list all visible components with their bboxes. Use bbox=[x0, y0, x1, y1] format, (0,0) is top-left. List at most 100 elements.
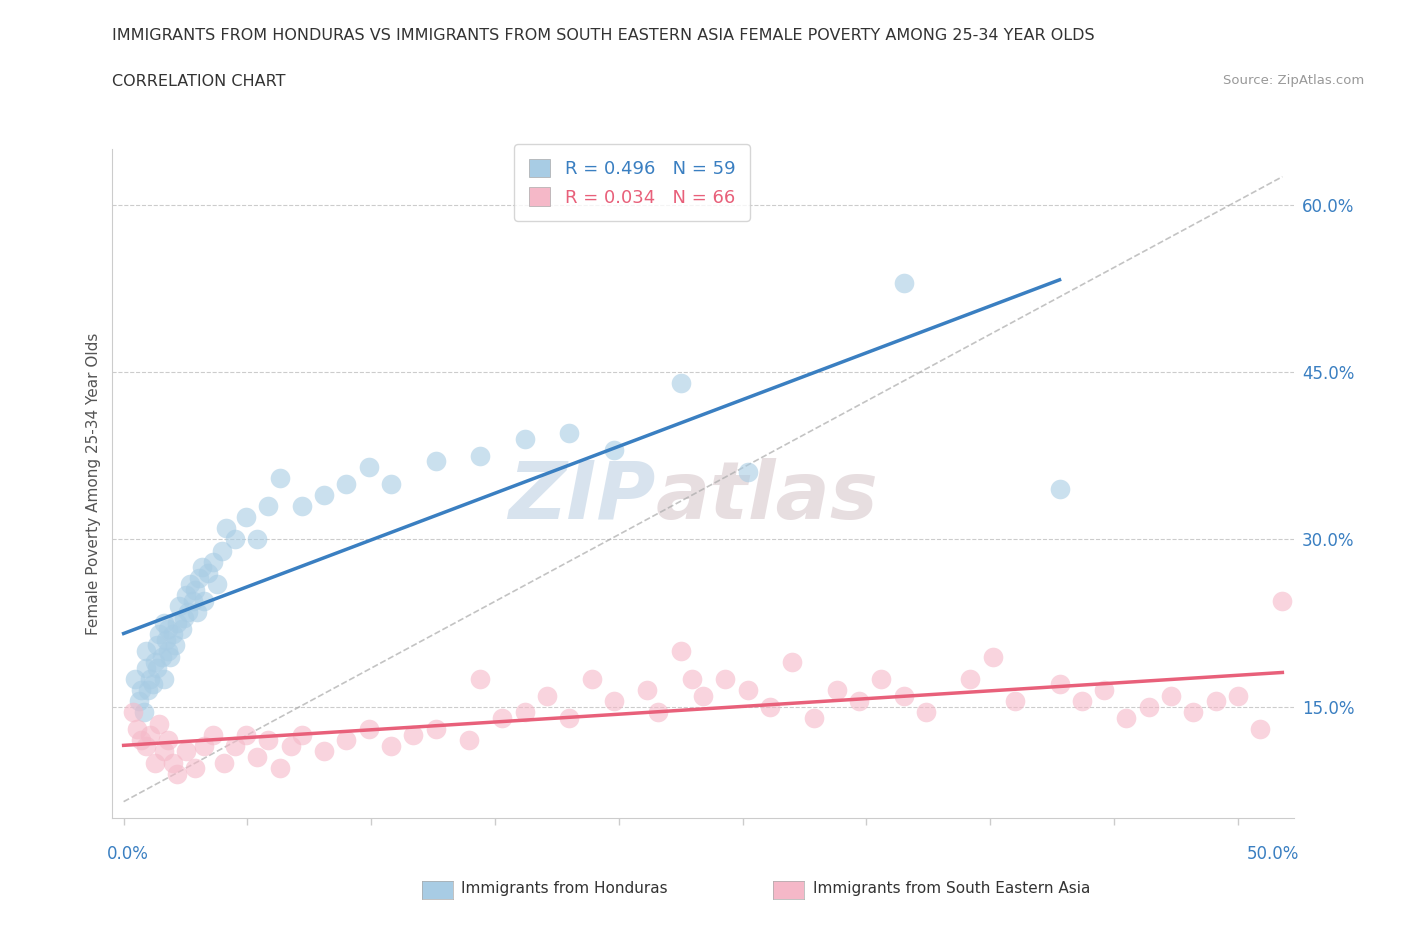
Point bbox=[1004, 694, 1026, 709]
Point bbox=[235, 727, 257, 742]
Text: Immigrants from Honduras: Immigrants from Honduras bbox=[461, 881, 668, 896]
Point bbox=[780, 655, 803, 670]
Point bbox=[314, 487, 336, 502]
Point bbox=[142, 677, 165, 692]
Point bbox=[893, 275, 915, 290]
Text: 0.0%: 0.0% bbox=[107, 845, 149, 863]
Text: 50.0%: 50.0% bbox=[1247, 845, 1299, 863]
Point bbox=[1271, 593, 1294, 608]
Point bbox=[211, 543, 233, 558]
Point bbox=[205, 577, 228, 591]
Point bbox=[135, 660, 157, 675]
Point bbox=[157, 621, 180, 636]
Point bbox=[166, 766, 188, 781]
Point bbox=[174, 744, 197, 759]
Point bbox=[291, 727, 314, 742]
Point bbox=[669, 644, 692, 658]
Point bbox=[1115, 711, 1137, 725]
Point bbox=[186, 604, 208, 619]
Point bbox=[146, 660, 169, 675]
Point bbox=[1226, 688, 1249, 703]
Point bbox=[162, 755, 184, 770]
Point bbox=[136, 683, 159, 698]
Point bbox=[201, 727, 224, 742]
Point bbox=[143, 655, 166, 670]
Point bbox=[131, 733, 153, 748]
Point bbox=[150, 649, 173, 664]
Point bbox=[870, 671, 893, 686]
Point bbox=[1049, 482, 1071, 497]
Point bbox=[714, 671, 737, 686]
Point bbox=[893, 688, 915, 703]
Point bbox=[470, 671, 492, 686]
Point bbox=[132, 705, 155, 720]
Point bbox=[148, 627, 170, 642]
Point bbox=[825, 683, 848, 698]
Point bbox=[235, 510, 257, 525]
Point bbox=[131, 683, 153, 698]
Point bbox=[146, 638, 169, 653]
Point bbox=[173, 610, 195, 625]
Point bbox=[124, 671, 146, 686]
Point bbox=[163, 638, 186, 653]
Point bbox=[1137, 699, 1160, 714]
Point bbox=[128, 694, 150, 709]
Point bbox=[139, 727, 162, 742]
Point bbox=[470, 448, 492, 463]
Point bbox=[224, 738, 246, 753]
Point bbox=[155, 632, 177, 647]
Text: ZIP: ZIP bbox=[509, 458, 655, 536]
Point bbox=[513, 705, 536, 720]
Point bbox=[603, 443, 626, 458]
Point bbox=[959, 671, 981, 686]
Point bbox=[162, 627, 184, 642]
Point bbox=[803, 711, 825, 725]
Point bbox=[157, 733, 180, 748]
Point bbox=[357, 459, 380, 474]
Point bbox=[269, 761, 291, 776]
Point bbox=[174, 588, 197, 603]
Point bbox=[215, 521, 238, 536]
Point bbox=[190, 560, 212, 575]
Point bbox=[1070, 694, 1092, 709]
Point bbox=[170, 621, 193, 636]
Point bbox=[125, 722, 148, 737]
Text: CORRELATION CHART: CORRELATION CHART bbox=[112, 74, 285, 89]
Point bbox=[737, 683, 759, 698]
Point bbox=[335, 476, 357, 491]
Point bbox=[1049, 677, 1071, 692]
Point bbox=[1160, 688, 1182, 703]
Point bbox=[380, 476, 402, 491]
Point bbox=[152, 616, 174, 631]
Point bbox=[197, 565, 219, 580]
Point bbox=[458, 733, 481, 748]
Point bbox=[135, 644, 157, 658]
Point bbox=[139, 671, 162, 686]
Point bbox=[380, 738, 402, 753]
Point bbox=[148, 716, 170, 731]
Point bbox=[201, 554, 224, 569]
Point bbox=[157, 644, 180, 658]
Point bbox=[269, 471, 291, 485]
Point bbox=[581, 671, 603, 686]
Point bbox=[224, 532, 246, 547]
Point bbox=[491, 711, 513, 725]
Point bbox=[193, 593, 215, 608]
Point bbox=[159, 649, 181, 664]
Point bbox=[152, 744, 174, 759]
Text: IMMIGRANTS FROM HONDURAS VS IMMIGRANTS FROM SOUTH EASTERN ASIA FEMALE POVERTY AM: IMMIGRANTS FROM HONDURAS VS IMMIGRANTS F… bbox=[112, 28, 1095, 43]
Point bbox=[246, 532, 269, 547]
Point bbox=[121, 705, 143, 720]
Point bbox=[603, 694, 626, 709]
Point bbox=[759, 699, 782, 714]
Y-axis label: Female Poverty Among 25-34 Year Olds: Female Poverty Among 25-34 Year Olds bbox=[86, 332, 101, 635]
Point bbox=[188, 571, 211, 586]
Point bbox=[1205, 694, 1227, 709]
Point bbox=[681, 671, 703, 686]
Point bbox=[647, 705, 669, 720]
Point bbox=[1249, 722, 1271, 737]
Text: Immigrants from South Eastern Asia: Immigrants from South Eastern Asia bbox=[813, 881, 1090, 896]
Point bbox=[513, 432, 536, 446]
Point bbox=[1182, 705, 1205, 720]
Point bbox=[636, 683, 658, 698]
